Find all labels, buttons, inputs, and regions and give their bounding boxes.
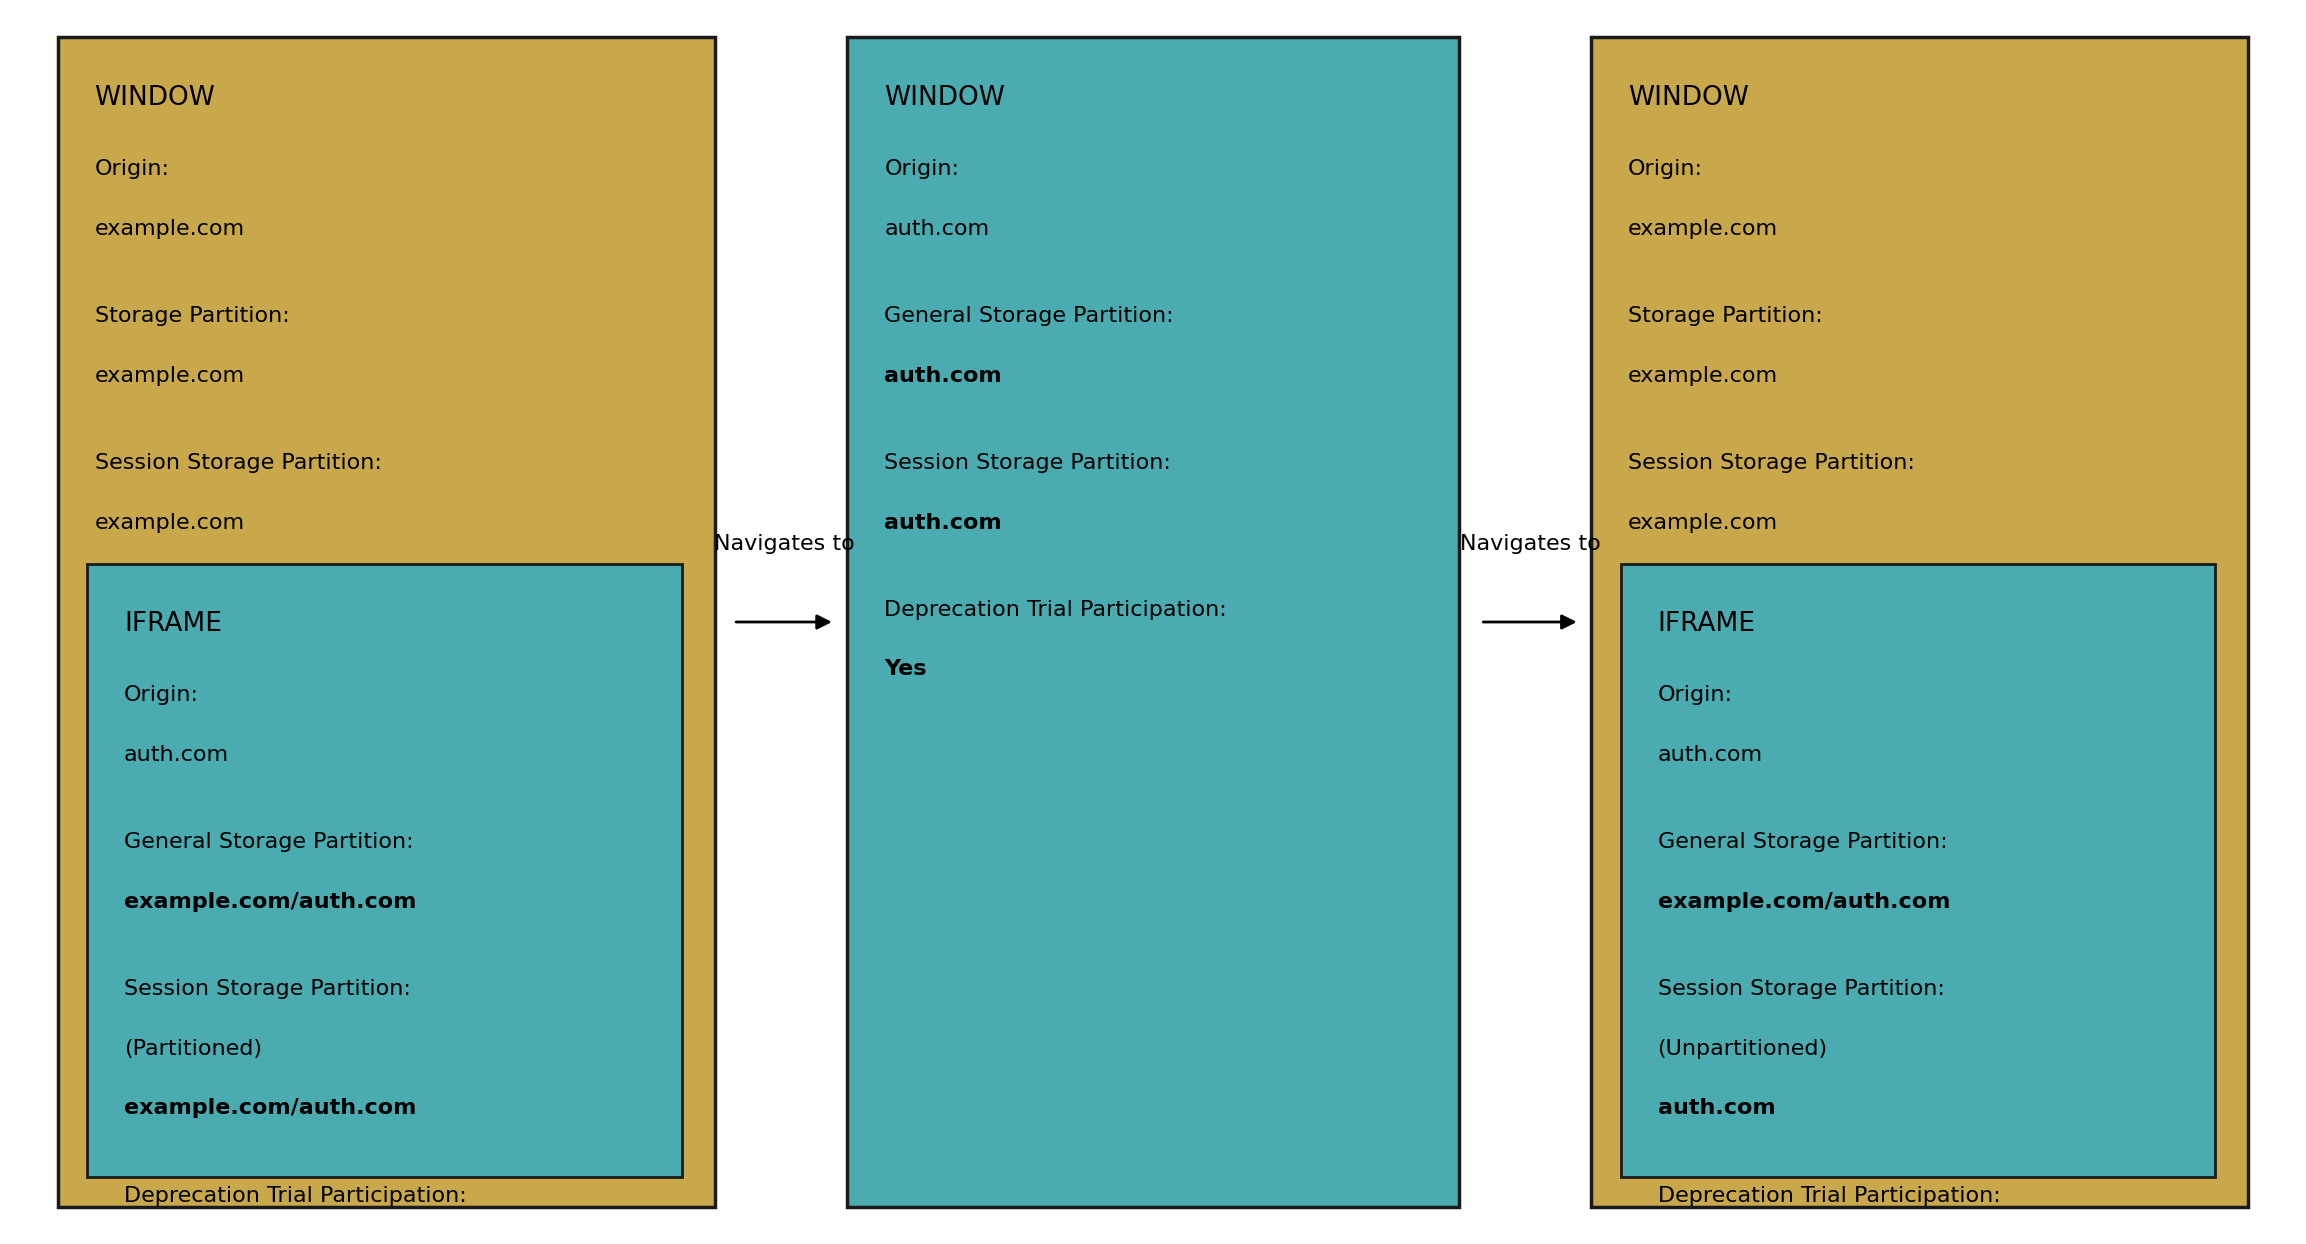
Text: General Storage Partition:: General Storage Partition: [1658, 832, 1946, 852]
Text: example.com: example.com [1628, 366, 1778, 386]
Text: Session Storage Partition:: Session Storage Partition: [1628, 453, 1914, 473]
Text: Session Storage Partition:: Session Storage Partition: [1658, 979, 1944, 999]
Text: Session Storage Partition:: Session Storage Partition: [125, 979, 410, 999]
Text: General Storage Partition:: General Storage Partition: [886, 306, 1174, 326]
Text: WINDOW: WINDOW [886, 85, 1005, 111]
Text: Origin:: Origin: [886, 159, 959, 179]
Text: example.com: example.com [95, 219, 244, 239]
Text: auth.com: auth.com [886, 366, 1003, 386]
Text: auth.com: auth.com [886, 219, 989, 239]
Text: Session Storage Partition:: Session Storage Partition: [886, 453, 1171, 473]
Text: example.com: example.com [95, 366, 244, 386]
Text: WINDOW: WINDOW [1628, 85, 1748, 111]
Text: Yes: Yes [886, 659, 927, 679]
Bar [1621, 564, 2216, 1177]
Text: example.com/auth.com: example.com/auth.com [1658, 892, 1951, 912]
Text: Storage Partition:: Storage Partition: [95, 306, 288, 326]
Text: Storage Partition:: Storage Partition: [1628, 306, 1822, 326]
Bar [88, 564, 683, 1177]
Text: No: No [1628, 659, 1658, 679]
Text: No: No [95, 659, 125, 679]
Text: Origin:: Origin: [1658, 685, 1732, 705]
Text: WINDOW: WINDOW [95, 85, 214, 111]
Text: Navigates to: Navigates to [1460, 534, 1600, 554]
Text: auth.com: auth.com [125, 745, 228, 765]
Text: Deprecation Trial Participation:: Deprecation Trial Participation: [886, 600, 1227, 620]
Text: auth.com: auth.com [886, 513, 1003, 532]
Text: auth.com: auth.com [1658, 745, 1762, 765]
Text: Origin:: Origin: [95, 159, 171, 179]
Text: Navigates to: Navigates to [713, 534, 856, 554]
Text: (Partitioned): (Partitioned) [125, 1039, 263, 1059]
Text: example.com: example.com [1628, 513, 1778, 532]
Text: example.com: example.com [1628, 219, 1778, 239]
Text: IFRAME: IFRAME [1658, 611, 1755, 637]
Bar [849, 37, 1460, 1207]
Text: Session Storage Partition:: Session Storage Partition: [95, 453, 380, 473]
Text: Deprecation Trial Participation:: Deprecation Trial Participation: [95, 600, 438, 620]
Text: (Unpartitioned): (Unpartitioned) [1658, 1039, 1829, 1059]
Text: Deprecation Trial Participation:: Deprecation Trial Participation: [125, 1186, 466, 1205]
Text: example.com: example.com [95, 513, 244, 532]
Text: General Storage Partition:: General Storage Partition: [125, 832, 413, 852]
Text: Deprecation Trial Participation:: Deprecation Trial Participation: [1628, 600, 1972, 620]
Bar [1591, 37, 2248, 1207]
Text: auth.com: auth.com [1658, 1098, 1776, 1118]
Text: Deprecation Trial Participation:: Deprecation Trial Participation: [1658, 1186, 1999, 1205]
Bar [58, 37, 715, 1207]
Text: Origin:: Origin: [125, 685, 198, 705]
Text: IFRAME: IFRAME [125, 611, 221, 637]
Text: Origin:: Origin: [1628, 159, 1704, 179]
Text: example.com/auth.com: example.com/auth.com [125, 1098, 417, 1118]
Text: example.com/auth.com: example.com/auth.com [125, 892, 417, 912]
